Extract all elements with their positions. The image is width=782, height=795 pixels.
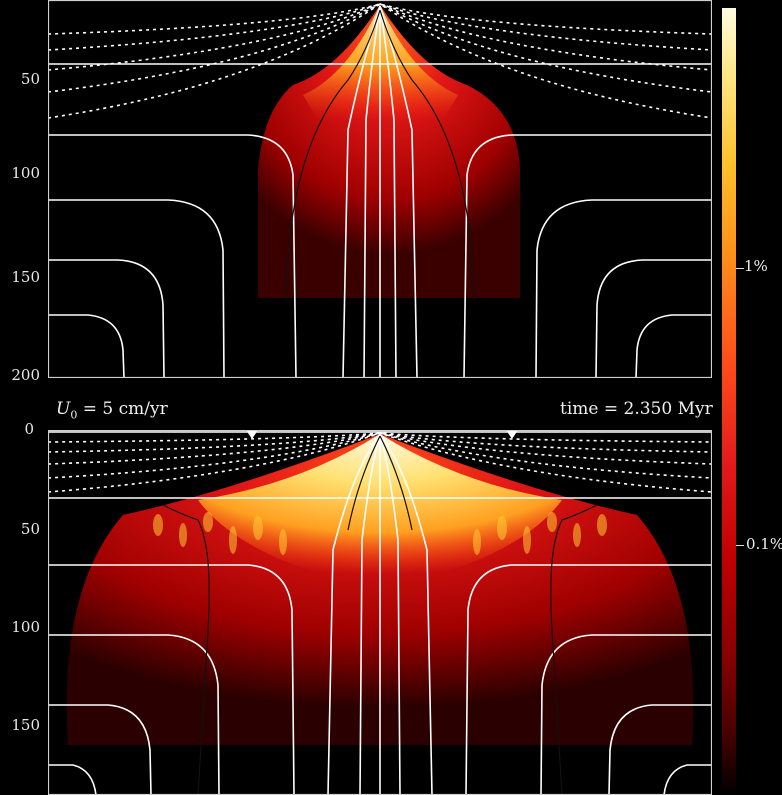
top-melt-region	[258, 5, 520, 298]
top-panel-frame	[48, 0, 712, 378]
bottom-convection-texture	[153, 512, 607, 555]
velocity-value: = 5 cm/yr	[77, 399, 168, 419]
bottom-solid-streamlines	[48, 431, 712, 795]
bottom-y-tick-50: 50	[20, 520, 40, 538]
bottom-y-tick-0: 0	[24, 420, 34, 438]
velocity-subscript: 0	[70, 408, 78, 422]
bottom-y-tick-150: 150	[11, 716, 40, 734]
velocity-label: U0 = 5 cm/yr	[56, 399, 168, 421]
top-dashed-streamlines	[48, 3, 712, 119]
top-y-tick-200: 200	[11, 366, 40, 384]
top-simulation-panel	[48, 0, 712, 378]
colorbar-tick-1pct	[736, 268, 744, 269]
top-dark-contours	[285, 9, 475, 301]
colorbar	[722, 8, 736, 795]
colorbar-label-1pct: 1%	[744, 257, 768, 275]
top-simulation-plot	[48, 0, 712, 378]
right-marker-triangle-icon	[506, 430, 518, 439]
top-y-tick-50: 50	[20, 70, 40, 88]
velocity-symbol: U	[56, 399, 71, 419]
bottom-y-tick-100: 100	[11, 618, 40, 636]
top-y-tick-100: 100	[11, 164, 40, 182]
bottom-simulation-panel	[48, 430, 712, 795]
bottom-simulation-plot	[48, 430, 712, 795]
top-y-tick-150: 150	[11, 268, 40, 286]
colorbar-tick-0-1pct	[736, 545, 744, 546]
bottom-dark-contours	[162, 435, 598, 795]
colorbar-label-0-1pct: 0.1%	[746, 535, 782, 553]
left-marker-triangle-icon	[246, 430, 258, 439]
time-label: time = 2.350 Myr	[560, 399, 713, 419]
bottom-dashed-streamlines	[48, 432, 712, 493]
top-solid-streamlines	[48, 5, 712, 378]
